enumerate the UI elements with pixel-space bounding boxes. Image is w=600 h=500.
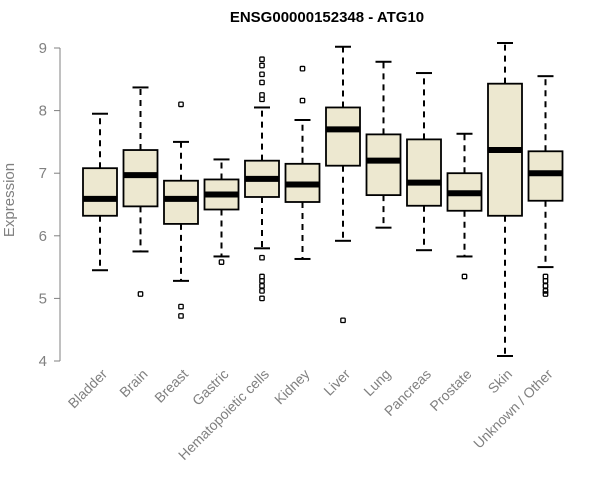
box-6 bbox=[325, 45, 361, 324]
outlier-point bbox=[259, 56, 265, 63]
outlier-point bbox=[178, 101, 184, 108]
outlier-point bbox=[340, 317, 346, 324]
outlier-point bbox=[259, 295, 265, 302]
outlier-point bbox=[218, 259, 225, 265]
x-tick-label-1: Brain bbox=[116, 366, 150, 400]
box-iqr bbox=[365, 133, 402, 197]
box-3 bbox=[203, 158, 240, 265]
box-iqr bbox=[163, 179, 199, 225]
x-tick-label-5: Kidney bbox=[271, 366, 313, 408]
box-iqr bbox=[82, 167, 118, 217]
boxes-group bbox=[82, 41, 564, 357]
outlier-point bbox=[542, 288, 549, 294]
outlier-point bbox=[259, 71, 265, 78]
x-tick-label-0: Bladder bbox=[65, 366, 111, 412]
box-iqr bbox=[325, 106, 361, 167]
box-4 bbox=[244, 56, 280, 302]
box-iqr bbox=[406, 138, 442, 207]
box-0 bbox=[82, 112, 118, 272]
outlier-point bbox=[259, 79, 265, 86]
chart-title: ENSG00000152348 - ATG10 bbox=[230, 9, 424, 26]
outlier-point bbox=[259, 62, 265, 69]
box-10 bbox=[487, 41, 523, 357]
outlier-point bbox=[461, 273, 468, 280]
y-tick-label-8: 8 bbox=[39, 103, 47, 120]
outlier-point bbox=[259, 283, 265, 289]
box-2 bbox=[163, 101, 199, 319]
box-5 bbox=[284, 65, 321, 260]
x-tick-label-9: Prostate bbox=[426, 366, 474, 414]
y-tick-label-5: 5 bbox=[39, 290, 47, 307]
outlier-point bbox=[259, 254, 265, 261]
x-tick-label-10: Skin bbox=[485, 366, 516, 397]
y-axis: 4 5 6 7 8 9 bbox=[39, 40, 61, 370]
outlier-point bbox=[178, 313, 184, 319]
box-1 bbox=[122, 86, 159, 297]
y-tick-label-4: 4 bbox=[39, 353, 47, 370]
outlier-point bbox=[259, 288, 265, 294]
box-11 bbox=[527, 75, 564, 297]
box-7 bbox=[365, 60, 402, 229]
y-tick-label-6: 6 bbox=[39, 228, 47, 245]
outlier-point bbox=[137, 291, 144, 297]
outlier-point bbox=[178, 303, 184, 310]
x-tick-label-2: Breast bbox=[151, 366, 191, 406]
box-8 bbox=[406, 72, 442, 252]
outlier-point bbox=[259, 96, 265, 103]
outlier-point bbox=[542, 283, 549, 289]
box-iqr bbox=[122, 149, 159, 208]
y-tick-label-9: 9 bbox=[39, 40, 47, 57]
y-tick-label-7: 7 bbox=[39, 165, 47, 182]
outlier-point bbox=[299, 65, 306, 72]
x-tick-label-7: Lung bbox=[360, 366, 393, 399]
y-axis-label: Expression bbox=[1, 163, 18, 237]
outlier-point bbox=[299, 97, 306, 104]
x-tick-label-6: Liver bbox=[320, 366, 353, 399]
outlier-point bbox=[542, 291, 549, 297]
box-9 bbox=[446, 132, 483, 280]
